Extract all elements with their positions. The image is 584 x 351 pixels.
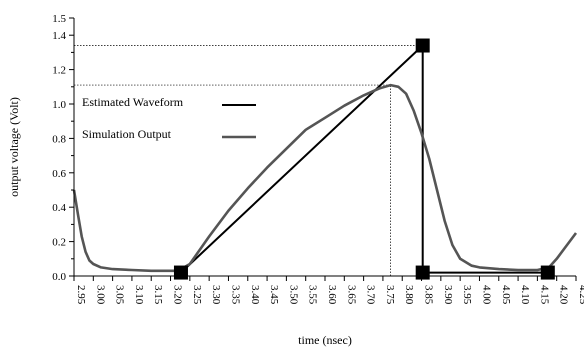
x-tick-label: 3.15 bbox=[152, 285, 164, 305]
x-tick-label: 3.65 bbox=[345, 285, 357, 305]
x-tick-label: 2.95 bbox=[75, 285, 87, 305]
y-tick-label: 0.6 bbox=[52, 168, 66, 180]
estimated-waveform-marker bbox=[415, 265, 430, 280]
legend-label: Simulation Output bbox=[82, 127, 172, 141]
x-tick-label: 4.05 bbox=[500, 285, 512, 305]
x-tick-label: 3.75 bbox=[384, 285, 396, 305]
estimated-waveform-marker bbox=[415, 38, 430, 53]
x-tick-label: 4.25 bbox=[577, 285, 584, 305]
x-tick-label: 3.45 bbox=[268, 285, 280, 305]
x-tick-label: 3.40 bbox=[249, 285, 261, 305]
axes: 0.0 0.2 0.4 0.6 0.8 1.0 1.2 1.4 1.5 2.95 3.00 3.05 3… bbox=[52, 13, 584, 305]
estimated-waveform-line bbox=[180, 44, 548, 274]
y-tick-label: 0.8 bbox=[52, 133, 66, 145]
x-tick-label: 3.95 bbox=[461, 285, 473, 305]
x-tick-label: 3.20 bbox=[172, 285, 184, 305]
estimated-waveform-marker bbox=[540, 265, 555, 280]
x-tick-label: 3.35 bbox=[229, 285, 241, 305]
reference-lines bbox=[74, 45, 423, 276]
x-tick-label: 3.05 bbox=[114, 285, 126, 305]
y-tick-label: 1.2 bbox=[52, 65, 66, 77]
x-tick-label: 4.00 bbox=[480, 285, 492, 305]
x-tick-label: 3.90 bbox=[442, 285, 454, 305]
y-tick-label: 1.4 bbox=[52, 30, 66, 42]
x-tick-label: 4.20 bbox=[558, 285, 570, 305]
x-tick-label: 4.15 bbox=[538, 285, 550, 305]
y-tick-label: 1.0 bbox=[52, 99, 66, 111]
simulation-output-line bbox=[72, 83, 578, 273]
y-tick-label: 0.0 bbox=[52, 271, 66, 283]
x-tick-label: 3.80 bbox=[403, 285, 415, 305]
x-tick-label: 3.25 bbox=[191, 285, 203, 305]
x-tick-label: 3.50 bbox=[287, 285, 299, 305]
legend-label: Estimated Waveform bbox=[82, 95, 184, 109]
x-tick-label: 3.60 bbox=[326, 285, 338, 305]
x-tick-label: 3.30 bbox=[210, 285, 222, 305]
x-tick-label: 4.10 bbox=[519, 285, 531, 305]
y-tick-label: 0.2 bbox=[52, 237, 66, 249]
x-axis-title: time (nsec) bbox=[298, 333, 352, 347]
y-tick-label: 0.4 bbox=[52, 202, 66, 214]
estimated-waveform-marker bbox=[173, 265, 188, 280]
x-tick-label: 3.85 bbox=[423, 285, 435, 305]
x-tick-label: 3.70 bbox=[365, 285, 377, 305]
x-tick-label: 3.10 bbox=[133, 285, 145, 305]
x-tick-label: 3.00 bbox=[94, 285, 106, 305]
y-axis-title: output voltage (Volt) bbox=[7, 97, 21, 197]
y-tick-label: 1.5 bbox=[52, 13, 66, 25]
series-layer bbox=[72, 38, 578, 280]
legend: Estimated Waveform Simulation Output bbox=[82, 95, 256, 141]
x-tick-label: 3.55 bbox=[307, 285, 319, 305]
